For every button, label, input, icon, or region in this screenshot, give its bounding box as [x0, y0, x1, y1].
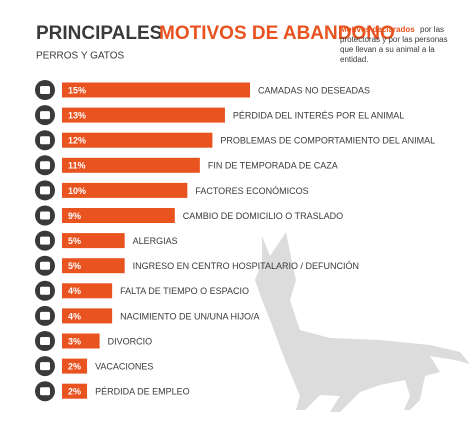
category-label: INGRESO EN CENTRO HOSPITALARIO / DEFUNCI… — [133, 261, 359, 271]
value-label: 12% — [68, 136, 86, 146]
bar — [62, 182, 188, 198]
note-text: entidad. — [340, 55, 368, 64]
value-label: 4% — [68, 311, 81, 321]
value-label: 11% — [68, 161, 86, 171]
category-label: PROBLEMAS DE COMPORTAMIENTO DEL ANIMAL — [220, 136, 435, 146]
category-label: ALERGIAS — [133, 236, 178, 246]
note-text: protectoras y por las personas — [340, 35, 448, 44]
note-text: por las — [420, 25, 444, 34]
bar — [62, 82, 250, 98]
bar — [62, 208, 175, 223]
cat-silhouette — [255, 232, 470, 412]
value-label: 2% — [68, 387, 81, 397]
icon-glyph — [40, 236, 50, 245]
value-label: 2% — [68, 361, 81, 371]
bar — [62, 107, 225, 123]
value-label: 13% — [68, 110, 86, 120]
note-text: que llevan a su animal a la — [340, 45, 435, 54]
note-highlight: Motivos declarados — [340, 25, 415, 34]
category-label: PÉRDIDA DE EMPLEO — [95, 387, 190, 397]
value-label: 10% — [68, 186, 86, 196]
category-label: CAMBIO DE DOMICILIO O TRASLADO — [183, 211, 343, 221]
icon-glyph — [40, 311, 50, 320]
category-label: FALTA DE TIEMPO O ESPACIO — [120, 286, 249, 296]
category-label: DIVORCIO — [108, 336, 153, 346]
icon-glyph — [40, 136, 50, 145]
bar — [62, 358, 88, 374]
icon-glyph — [40, 286, 50, 295]
bar — [62, 258, 125, 274]
value-label: 15% — [68, 85, 86, 95]
bar — [62, 383, 88, 399]
icon-glyph — [40, 111, 50, 120]
bar — [62, 233, 125, 249]
title: PRINCIPALES — [36, 23, 162, 44]
value-label: 4% — [68, 286, 81, 296]
category-label: NACIMIENTO DE UN/UNA HIJO/A — [120, 311, 259, 321]
bar — [62, 308, 113, 324]
icon-glyph — [40, 186, 50, 195]
subtitle: PERROS Y GATOS — [36, 51, 125, 62]
value-label: 3% — [68, 336, 81, 346]
icon-glyph — [40, 86, 50, 94]
bar — [62, 283, 113, 299]
category-label: CAMADAS NO DESEADAS — [258, 85, 370, 95]
category-label: VACACIONES — [95, 361, 153, 371]
icon-glyph — [40, 337, 50, 345]
bar — [62, 132, 213, 148]
icon-glyph — [40, 211, 50, 220]
value-label: 5% — [68, 236, 81, 246]
icon-glyph — [40, 261, 50, 270]
bar — [62, 157, 200, 173]
icon-glyph — [40, 161, 50, 170]
value-label: 9% — [68, 211, 81, 221]
category-label: PÉRDIDA DEL INTERÉS POR EL ANIMAL — [233, 110, 404, 120]
category-label: FIN DE TEMPORADA DE CAZA — [208, 161, 338, 171]
title-highlight: MOTIVOS DE ABANDONO — [159, 23, 395, 44]
bar — [62, 333, 100, 349]
category-label: FACTORES ECONÓMICOS — [195, 186, 308, 196]
icon-glyph — [40, 362, 50, 371]
value-label: 5% — [68, 261, 81, 271]
icon-glyph — [40, 387, 50, 396]
